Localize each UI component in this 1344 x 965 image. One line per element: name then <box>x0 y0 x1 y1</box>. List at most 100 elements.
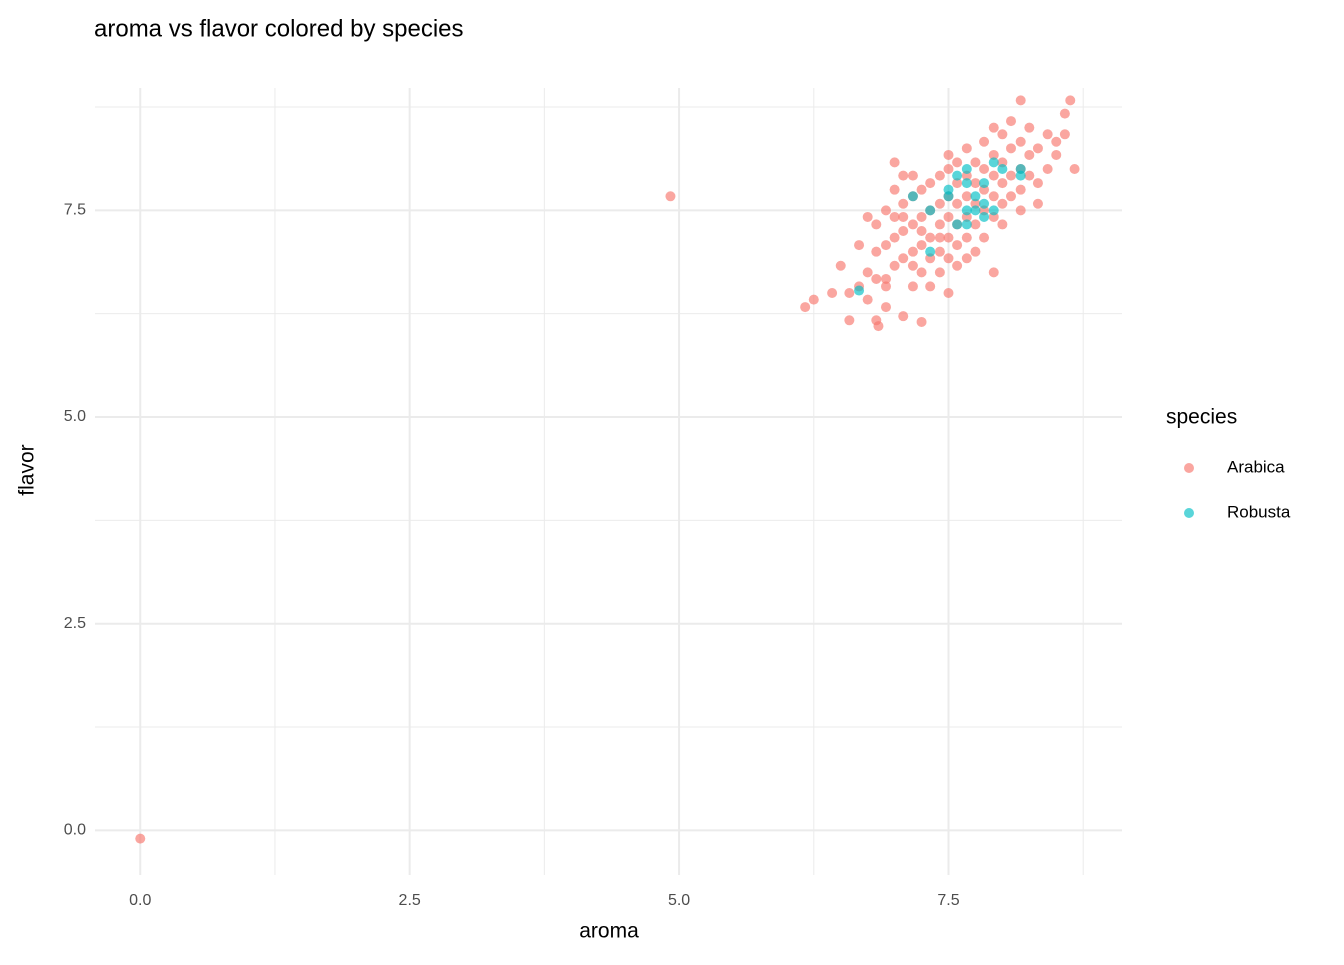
data-point <box>979 164 990 175</box>
data-point <box>943 149 954 160</box>
data-point <box>1015 205 1026 216</box>
data-point <box>907 260 918 271</box>
data-point <box>1032 143 1043 154</box>
data-point <box>844 315 855 326</box>
data-point <box>1024 122 1035 133</box>
legend-label: Arabica <box>1227 457 1285 476</box>
data-point <box>943 164 954 175</box>
legend-label: Robusta <box>1227 502 1291 521</box>
data-point <box>916 316 927 327</box>
data-point <box>961 219 972 230</box>
data-point <box>1024 149 1035 160</box>
data-point <box>916 226 927 237</box>
data-point <box>952 198 963 209</box>
data-point <box>970 246 981 257</box>
data-point <box>997 129 1008 140</box>
data-point <box>1059 129 1070 140</box>
data-point <box>952 157 963 168</box>
data-point <box>934 170 945 181</box>
data-point <box>898 226 909 237</box>
data-point <box>988 267 999 278</box>
data-point <box>889 157 900 168</box>
legend-marker <box>1184 508 1194 518</box>
y-tick-label: 5.0 <box>64 408 86 425</box>
data-point <box>1051 136 1062 147</box>
data-point <box>1006 143 1017 154</box>
chart-title: aroma vs flavor colored by species <box>94 15 464 42</box>
data-point <box>873 321 884 332</box>
data-point <box>952 219 963 230</box>
data-point <box>970 157 981 168</box>
data-point <box>862 294 873 305</box>
y-tick-label: 2.5 <box>64 615 86 632</box>
data-point <box>898 253 909 264</box>
data-point <box>988 205 999 216</box>
data-point <box>1006 116 1017 127</box>
data-point <box>1051 149 1062 160</box>
data-point <box>871 246 882 257</box>
data-point <box>907 246 918 257</box>
data-point <box>889 211 900 222</box>
data-point <box>889 232 900 243</box>
data-point <box>1015 136 1026 147</box>
data-point <box>1042 164 1053 175</box>
data-point <box>979 178 990 189</box>
data-point <box>997 219 1008 230</box>
data-point <box>988 191 999 202</box>
data-point <box>889 260 900 271</box>
data-point <box>979 136 990 147</box>
data-point <box>997 178 1008 189</box>
data-point <box>925 246 936 257</box>
data-point <box>1015 164 1026 175</box>
data-point <box>961 164 972 175</box>
data-point <box>934 198 945 209</box>
data-point <box>1069 164 1080 175</box>
data-point <box>934 246 945 257</box>
data-point <box>970 178 981 189</box>
legend-marker <box>1184 463 1194 473</box>
data-point <box>988 157 999 168</box>
data-point <box>961 143 972 154</box>
data-point <box>907 281 918 292</box>
data-point <box>665 191 676 202</box>
data-point <box>1006 170 1017 181</box>
data-point <box>916 267 927 278</box>
data-point <box>889 184 900 195</box>
x-tick-label: 2.5 <box>399 892 421 909</box>
data-point <box>854 240 865 251</box>
data-point <box>925 205 936 216</box>
x-tick-label: 7.5 <box>937 892 959 909</box>
data-point <box>943 232 954 243</box>
data-point <box>961 232 972 243</box>
data-point <box>1032 178 1043 189</box>
data-point <box>925 232 936 243</box>
data-point <box>862 267 873 278</box>
x-tick-label: 0.0 <box>129 892 151 909</box>
data-point <box>970 205 981 216</box>
data-point <box>934 232 945 243</box>
data-point <box>952 178 963 189</box>
data-point <box>961 178 972 189</box>
data-point <box>970 191 981 202</box>
data-point <box>880 281 891 292</box>
data-point <box>871 273 882 284</box>
data-point <box>898 198 909 209</box>
y-axis-title: flavor <box>16 444 39 495</box>
data-point <box>943 184 954 195</box>
x-axis-title: aroma <box>579 920 639 943</box>
data-point <box>880 240 891 251</box>
data-point <box>979 198 990 209</box>
data-point <box>934 219 945 230</box>
data-point <box>934 267 945 278</box>
data-point <box>844 288 855 299</box>
data-point <box>925 178 936 189</box>
data-point <box>871 219 882 230</box>
data-point <box>1032 198 1043 209</box>
data-point <box>952 170 963 181</box>
data-point <box>943 211 954 222</box>
data-point <box>862 211 873 222</box>
data-point <box>880 205 891 216</box>
y-tick-label: 0.0 <box>64 822 86 839</box>
data-point <box>1006 191 1017 202</box>
